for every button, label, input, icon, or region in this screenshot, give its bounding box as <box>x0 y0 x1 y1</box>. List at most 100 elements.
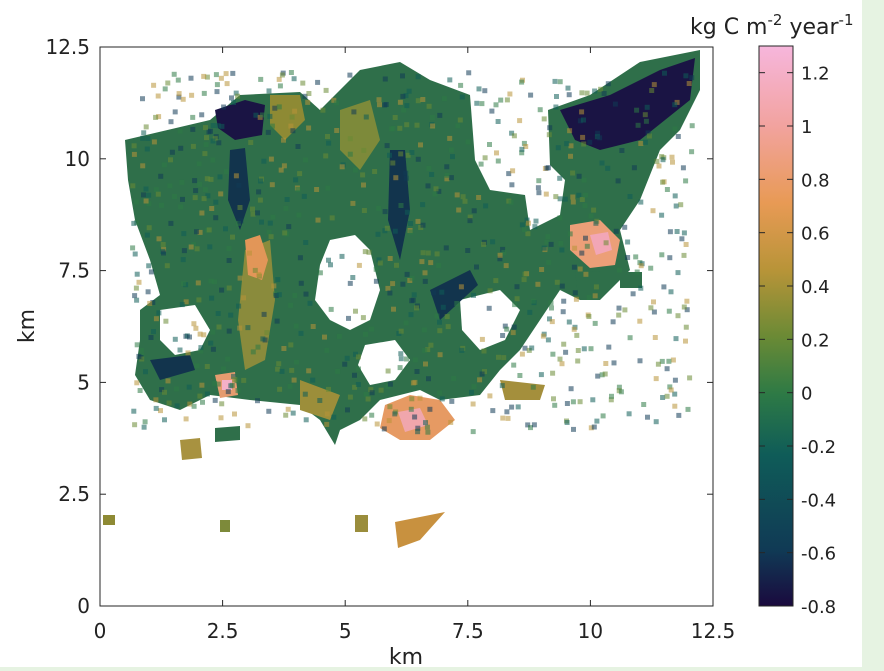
heatmap-cell <box>504 97 510 103</box>
heatmap-cell <box>233 90 239 96</box>
heatmap-cell <box>298 330 304 336</box>
heatmap-cell <box>217 174 223 180</box>
heatmap-cell <box>355 354 361 360</box>
patch-1 <box>180 438 202 460</box>
heatmap-cell <box>550 351 556 357</box>
heatmap-cell <box>404 271 410 277</box>
heatmap-cell <box>602 371 608 377</box>
heatmap-cell <box>662 70 667 76</box>
heatmap-cell <box>571 426 576 432</box>
heatmap-cell <box>584 243 590 249</box>
heatmap-cell <box>686 81 692 86</box>
heatmap-cell <box>546 259 552 265</box>
heatmap-cell <box>521 277 527 283</box>
heatmap-cell <box>225 356 231 362</box>
y-tick-label: 0 <box>77 594 90 618</box>
heatmap-cell <box>420 250 426 256</box>
heatmap-cell <box>439 396 445 402</box>
heatmap-cell <box>394 262 399 268</box>
heatmap-cell <box>146 192 152 198</box>
heatmap-cell <box>261 311 267 317</box>
heatmap-cell <box>306 368 312 374</box>
heatmap-cell <box>523 144 529 149</box>
heatmap-cell <box>672 377 678 383</box>
heatmap-cell <box>441 96 447 102</box>
heatmap-cell <box>415 425 421 431</box>
heatmap-cell <box>619 148 625 153</box>
heatmap-cell <box>165 80 171 86</box>
heatmap-cell <box>586 314 592 319</box>
heatmap-cell <box>188 244 194 250</box>
heatmap-cell <box>293 323 299 329</box>
heatmap-cell <box>465 139 471 145</box>
heatmap-cell <box>476 195 482 200</box>
heatmap-cell <box>163 318 169 324</box>
heatmap-cell <box>434 313 440 319</box>
heatmap-cell <box>236 182 242 188</box>
heatmap-cell <box>141 130 147 136</box>
heatmap-cell <box>458 284 464 290</box>
heatmap-cell <box>383 102 389 107</box>
heatmap-cell <box>155 93 161 99</box>
heatmap-cell <box>202 187 208 193</box>
heatmap-cell <box>575 358 581 364</box>
heatmap-cell <box>537 107 543 113</box>
heatmap-cell <box>134 380 140 386</box>
heatmap-cell <box>456 207 462 213</box>
patch-3 <box>355 515 368 532</box>
heatmap-cell <box>404 103 410 109</box>
heatmap-cell <box>287 383 293 389</box>
heatmap-cell <box>151 82 157 88</box>
heatmap-cell <box>134 342 140 348</box>
heatmap-cell <box>544 239 550 245</box>
heatmap-cell <box>323 153 329 159</box>
heatmap-cell <box>449 398 455 404</box>
heatmap-cell <box>218 191 224 197</box>
heatmap-cell <box>684 298 690 304</box>
heatmap-cell <box>204 391 210 397</box>
heatmap-cell <box>235 388 241 394</box>
heatmap-cell <box>197 181 203 187</box>
heatmap-cell <box>664 393 670 399</box>
heatmap-cell <box>140 96 145 102</box>
heatmap-cell <box>651 309 657 315</box>
heatmap-cell <box>547 125 553 131</box>
heatmap-cell <box>131 143 137 149</box>
heatmap-cell <box>564 401 570 406</box>
heatmap-cell <box>255 210 260 216</box>
heatmap-cell <box>536 190 542 196</box>
heatmap-cell <box>205 193 211 199</box>
heatmap-cell <box>392 115 398 120</box>
heatmap-cell <box>176 94 182 100</box>
heatmap-cell <box>509 182 515 188</box>
heatmap-cell <box>369 326 375 332</box>
heatmap-cell <box>625 239 631 245</box>
heatmap-cell <box>622 224 628 230</box>
heatmap-cell <box>361 182 366 188</box>
heatmap-cell <box>409 150 415 155</box>
gap-south <box>160 305 210 355</box>
heatmap-cell <box>557 79 563 85</box>
heatmap-cell <box>444 172 450 178</box>
heatmap-cell <box>689 149 695 155</box>
heatmap-cell <box>352 384 358 390</box>
heatmap-cell <box>500 415 506 421</box>
heatmap-cell <box>560 309 566 315</box>
heatmap-cell <box>302 93 308 99</box>
colorbar-label: kg C m-2 year-1 <box>690 11 854 40</box>
heatmap-cell <box>223 71 229 77</box>
heatmap-cell <box>137 388 143 393</box>
heatmap-cell <box>161 162 167 168</box>
heatmap-cell <box>660 395 666 400</box>
heatmap-cell <box>156 114 162 120</box>
heatmap-cell <box>259 219 264 225</box>
heatmap-cell <box>412 357 418 363</box>
heatmap-cell <box>444 314 450 320</box>
heatmap-cell <box>194 246 200 252</box>
heatmap-cell <box>401 107 407 113</box>
heatmap-cell <box>282 230 288 236</box>
heatmap-cell <box>429 115 435 120</box>
heatmap-cell <box>250 206 255 212</box>
heatmap-cell <box>216 324 222 330</box>
